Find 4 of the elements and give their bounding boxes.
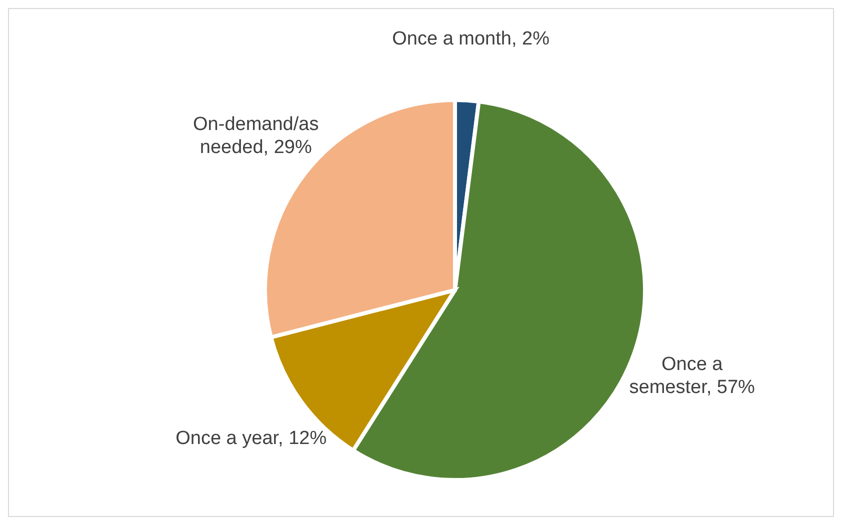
- slice-label: Once a month, 2%: [392, 28, 550, 49]
- slice-label: On-demand/as needed, 29%: [193, 114, 319, 158]
- slice-label: Once a year, 12%: [176, 428, 327, 449]
- slice-label: Once a semester, 57%: [629, 353, 756, 398]
